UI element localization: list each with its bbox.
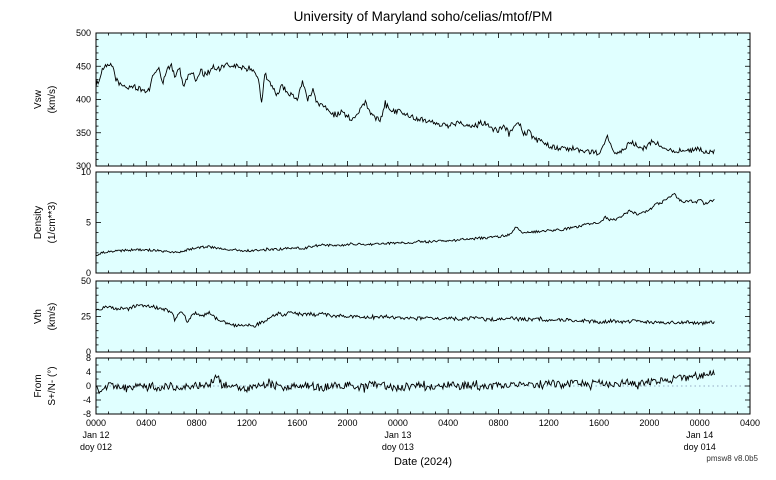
- ns-angle-trace: [96, 369, 715, 395]
- density-ytick-label: 0: [86, 268, 91, 278]
- vsw-ytick-label: 450: [76, 61, 91, 71]
- density-trace: [96, 192, 715, 257]
- chart-title: University of Maryland soho/celias/mtof/…: [293, 9, 553, 24]
- vsw-ytick-label: 400: [76, 95, 91, 105]
- x-tick-label: 0000: [86, 418, 106, 428]
- version-watermark: pmsw8 v8.0b5: [706, 454, 758, 463]
- x-tick-label: 0400: [740, 418, 760, 428]
- vth-trace: [96, 303, 715, 328]
- vth-ytick-label: 0: [86, 347, 91, 357]
- day-label: Jan 13: [384, 430, 411, 440]
- vsw-ytick-label: 300: [76, 161, 91, 171]
- vth-axis-label: Vth: [33, 309, 44, 324]
- x-tick-label: 1200: [539, 418, 559, 428]
- vsw-axis-label: (km/s): [47, 86, 58, 114]
- ns-angle-ytick-label: 4: [86, 367, 91, 377]
- ns-angle-ytick-label: 0: [86, 381, 91, 391]
- vth-ytick-label: 25: [81, 312, 91, 322]
- doy-label: doy 012: [80, 442, 112, 452]
- vth-ytick-label: 50: [81, 276, 91, 286]
- density-panel: [96, 172, 750, 273]
- x-tick-label: 0400: [136, 418, 156, 428]
- x-axis-label: Date (2024): [393, 456, 453, 468]
- x-tick-label: 2000: [639, 418, 659, 428]
- day-label: Jan 14: [686, 430, 713, 440]
- density-axis-label: Density: [33, 206, 44, 239]
- x-tick-label: 1600: [589, 418, 609, 428]
- density-axis-label: (1/cm**3): [47, 202, 58, 244]
- day-label: Jan 12: [82, 430, 109, 440]
- ns-angle-axis-label: S+/N- (°): [47, 366, 58, 405]
- vsw-trace: [96, 62, 715, 156]
- doy-label: doy 013: [382, 442, 414, 452]
- ns-angle-ytick-label: -8: [83, 409, 91, 419]
- x-tick-label: 0000: [388, 418, 408, 428]
- x-tick-label: 0400: [438, 418, 458, 428]
- density-ytick-label: 10: [81, 167, 91, 177]
- ns-angle-axis-label: From: [33, 374, 44, 397]
- density-ytick-label: 5: [86, 218, 91, 228]
- x-tick-label: 1600: [287, 418, 307, 428]
- x-tick-label: 0000: [690, 418, 710, 428]
- vth-panel: [96, 281, 750, 352]
- x-tick-label: 1200: [237, 418, 257, 428]
- vsw-ytick-label: 350: [76, 128, 91, 138]
- vsw-ytick-label: 500: [76, 28, 91, 38]
- ns-angle-ytick-label: 8: [86, 353, 91, 363]
- vth-axis-label: (km/s): [47, 303, 58, 331]
- x-tick-label: 0800: [488, 418, 508, 428]
- vsw-axis-label: Vsw: [33, 89, 44, 109]
- vsw-panel: [96, 33, 750, 166]
- doy-label: doy 014: [684, 442, 716, 452]
- ns-angle-ytick-label: -4: [83, 395, 91, 405]
- x-tick-label: 0800: [187, 418, 207, 428]
- x-tick-label: 2000: [338, 418, 358, 428]
